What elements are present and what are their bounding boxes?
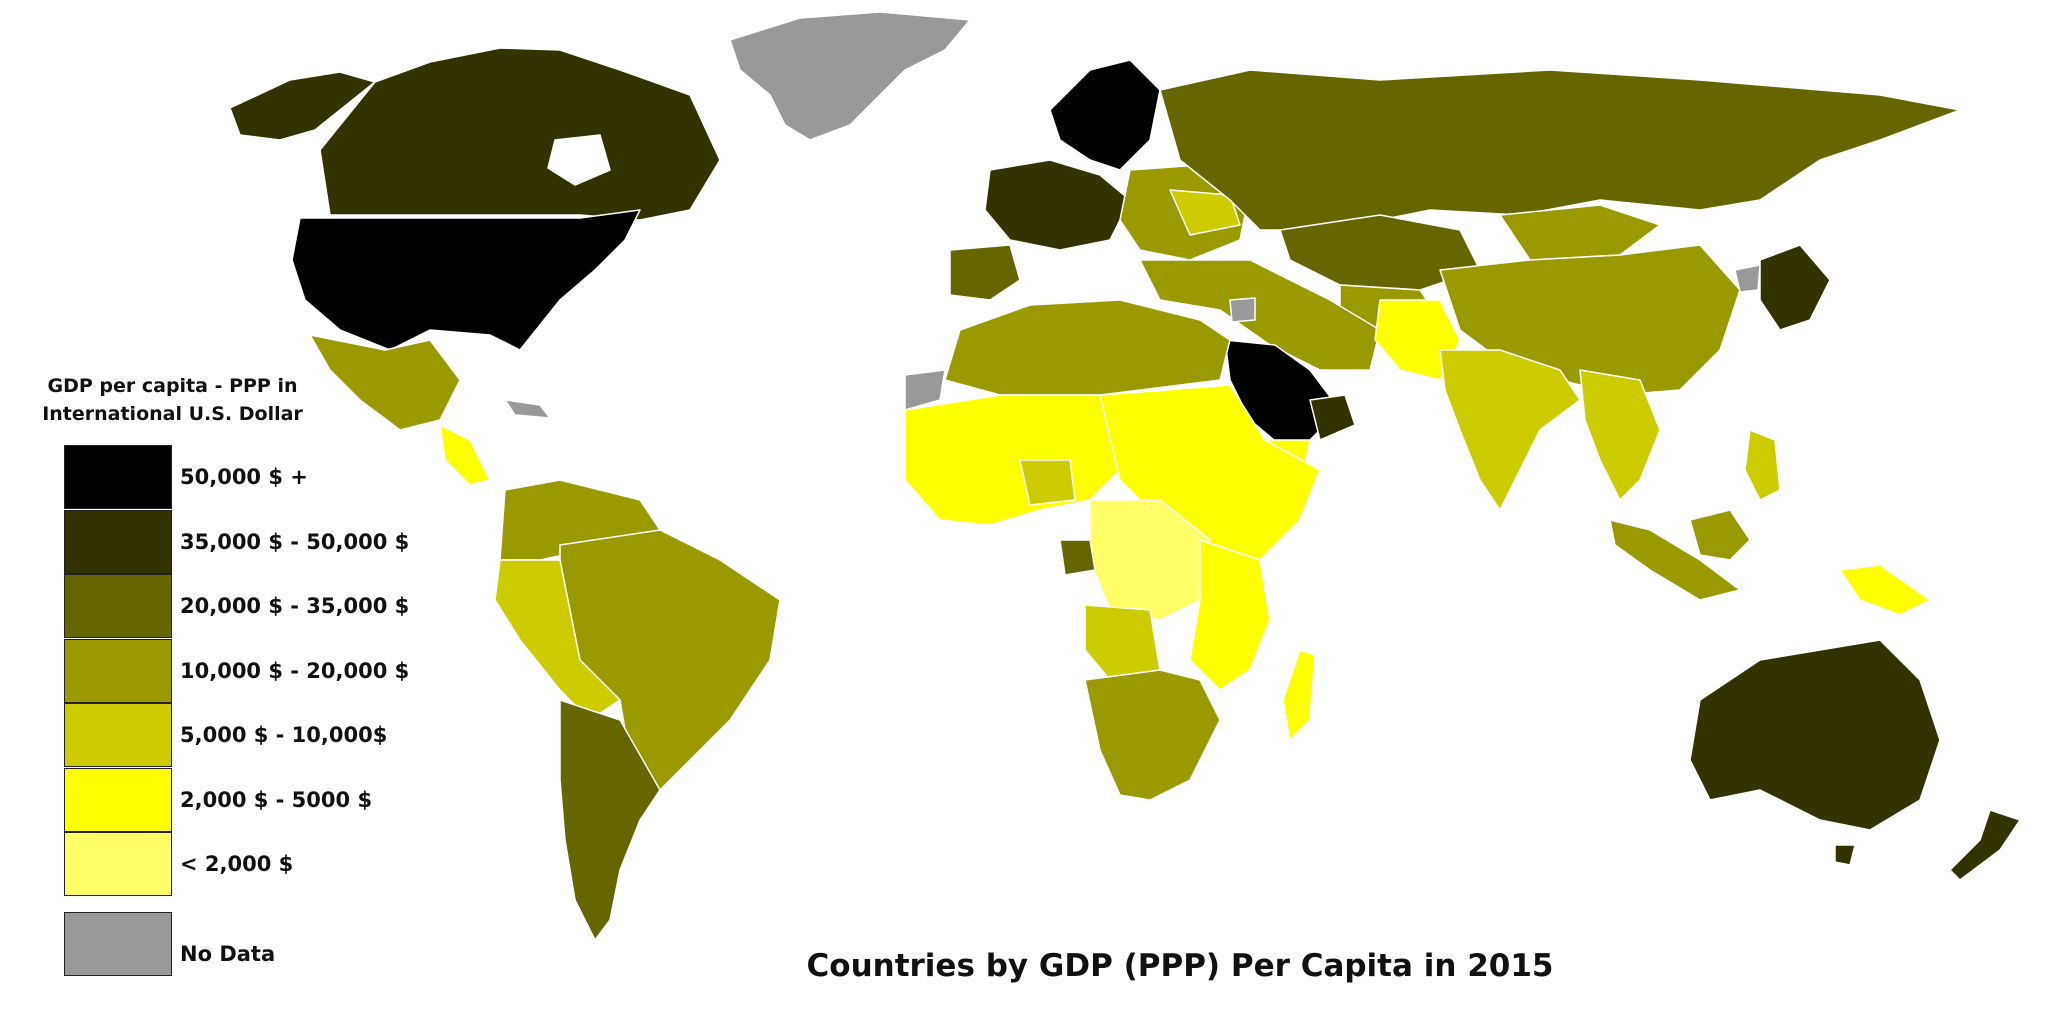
region-indonesia-west xyxy=(1609,519,1741,601)
region-afghanistan-pakistan xyxy=(1374,299,1461,381)
legend-label-no-data: No Data xyxy=(180,942,276,966)
region-australia xyxy=(1689,639,1941,831)
legend-label: 20,000 $ - 35,000 $ xyxy=(180,594,410,618)
region-borneo xyxy=(1689,509,1751,561)
map-title: Countries by GDP (PPP) Per Capita in 201… xyxy=(806,948,1554,984)
legend-swatch xyxy=(64,832,172,896)
region-tasmania xyxy=(1834,844,1856,866)
region-korea-japan xyxy=(1759,244,1831,331)
legend-label: 35,000 $ - 50,000 $ xyxy=(180,529,410,554)
region-east-africa xyxy=(1189,539,1271,691)
region-russia xyxy=(1159,69,1961,231)
legend-label: 5,000 $ - 10,000$ xyxy=(180,723,388,747)
region-argentina-chile xyxy=(559,699,661,941)
region-hudson-bay xyxy=(547,134,611,186)
region-southeast-asia-mainland xyxy=(1579,369,1661,501)
legend-swatch xyxy=(64,445,172,509)
region-central-america xyxy=(439,424,491,486)
region-india xyxy=(1439,349,1581,511)
legend-swatch xyxy=(64,574,172,638)
legend-swatch xyxy=(64,638,172,703)
legend-label: 2,000 $ - 5000 $ xyxy=(180,787,373,812)
legend-title-line1: GDP per capita - PPP in xyxy=(47,375,298,397)
region-madagascar xyxy=(1282,649,1316,741)
region-ukraine xyxy=(1169,189,1241,236)
region-mexico xyxy=(309,334,461,431)
region-north-africa xyxy=(944,299,1231,396)
region-mongolia xyxy=(1499,204,1661,261)
legend-label: 50,000 $ + xyxy=(180,465,308,489)
region-caribbean xyxy=(504,399,551,419)
legend-title: GDP per capita - PPP in International U.… xyxy=(30,372,315,428)
legend-swatch xyxy=(64,703,172,767)
region-iberia xyxy=(949,244,1021,301)
region-oman xyxy=(1309,394,1356,441)
region-usa xyxy=(291,209,641,351)
region-southern-africa xyxy=(1084,669,1221,801)
region-gabon xyxy=(1059,539,1096,576)
region-western-europe xyxy=(984,159,1131,251)
region-new-zealand xyxy=(1949,809,2021,881)
region-greenland xyxy=(729,11,971,141)
region-philippines xyxy=(1744,429,1781,501)
region-angola xyxy=(1084,604,1161,681)
legend-swatch-no-data xyxy=(64,912,172,976)
region-north-korea xyxy=(1734,264,1761,293)
region-nigeria xyxy=(1019,459,1076,506)
region-alaska xyxy=(229,71,376,141)
region-canada xyxy=(319,47,721,221)
region-western-sahara xyxy=(904,369,946,411)
legend-label: < 2,000 $ xyxy=(180,852,294,876)
region-new-guinea xyxy=(1839,564,1931,616)
region-scandinavia xyxy=(1049,59,1161,171)
legend-swatch xyxy=(64,509,172,574)
region-turkey-iran xyxy=(1139,259,1381,371)
region-syria xyxy=(1229,297,1256,323)
legend-swatch xyxy=(64,767,172,832)
legend-label: 10,000 $ - 20,000 $ xyxy=(180,658,410,683)
legend-title-line2: International U.S. Dollar xyxy=(42,403,303,425)
